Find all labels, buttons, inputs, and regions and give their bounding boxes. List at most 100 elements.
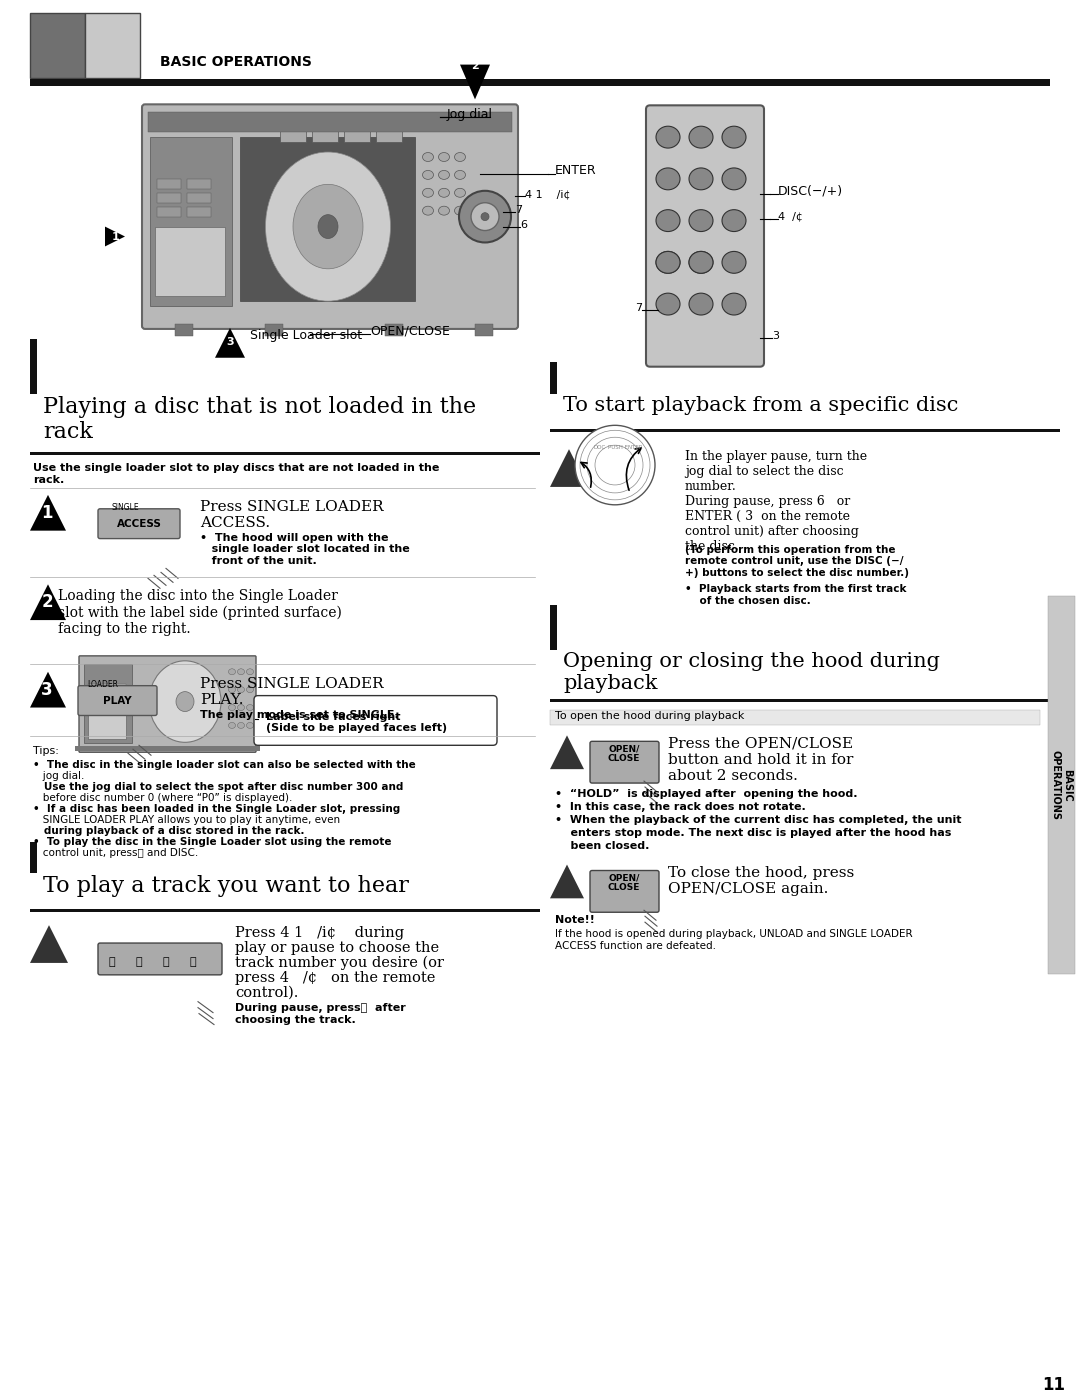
Ellipse shape	[656, 251, 680, 274]
Bar	[157, 193, 181, 203]
FancyBboxPatch shape	[78, 686, 157, 715]
Ellipse shape	[455, 189, 465, 197]
Ellipse shape	[246, 669, 254, 675]
Ellipse shape	[471, 203, 499, 231]
Text: jog dial.: jog dial.	[33, 771, 84, 781]
Bar	[30, 909, 540, 912]
Ellipse shape	[438, 152, 449, 162]
Ellipse shape	[238, 669, 244, 675]
Polygon shape	[30, 495, 66, 531]
Text: During pause, pressⓡ  after: During pause, pressⓡ after	[235, 1003, 406, 1013]
Ellipse shape	[293, 184, 363, 268]
Text: Use the single loader slot to play discs that are not loaded in the
rack.: Use the single loader slot to play discs…	[33, 462, 440, 485]
Text: Press SINGLE LOADER
PLAY.: Press SINGLE LOADER PLAY.	[200, 676, 383, 707]
Ellipse shape	[723, 293, 746, 314]
Text: Label side faces right
(Side to be played faces left): Label side faces right (Side to be playe…	[266, 711, 447, 733]
Text: DOC: DOC	[594, 446, 606, 450]
Polygon shape	[30, 584, 66, 620]
Text: ENTER: ENTER	[555, 165, 596, 177]
Text: 7: 7	[515, 205, 522, 215]
Text: 7: 7	[635, 303, 642, 313]
Polygon shape	[105, 226, 125, 246]
Text: ⏮: ⏮	[109, 957, 116, 967]
Text: •  Playback starts from the first track
    of the chosen disc.: • Playback starts from the first track o…	[685, 584, 906, 606]
Ellipse shape	[455, 207, 465, 215]
Text: 11: 11	[1042, 1376, 1065, 1394]
Text: Loading the disc into the Single Loader
slot with the label side (printed surfac: Loading the disc into the Single Loader …	[58, 590, 342, 636]
Ellipse shape	[238, 704, 244, 711]
Ellipse shape	[723, 126, 746, 148]
Ellipse shape	[723, 210, 746, 232]
Text: SINGLE: SINGLE	[111, 503, 139, 511]
Ellipse shape	[238, 722, 244, 728]
Bar	[30, 339, 37, 394]
Text: During pause, press 6   or
ENTER ( 3  on the remote
control unit) after choosing: During pause, press 6 or ENTER ( 3 on th…	[685, 495, 859, 553]
Text: Press SINGLE LOADER
ACCESS.: Press SINGLE LOADER ACCESS.	[200, 500, 383, 529]
Text: OPEN/CLOSE: OPEN/CLOSE	[370, 324, 450, 338]
Ellipse shape	[229, 687, 235, 693]
Bar	[550, 605, 557, 650]
Bar	[87, 683, 126, 696]
Bar	[30, 13, 85, 77]
Text: been closed.: been closed.	[555, 841, 649, 851]
Text: PUSH ENTER: PUSH ENTER	[608, 446, 643, 450]
Ellipse shape	[422, 189, 433, 197]
Text: 3: 3	[772, 331, 779, 341]
Ellipse shape	[246, 704, 254, 711]
Bar	[475, 324, 492, 335]
Text: press 4   /¢   on the remote: press 4 /¢ on the remote	[235, 971, 435, 985]
Bar	[85, 13, 140, 77]
Text: In the player pause, turn the
jog dial to select the disc
number.: In the player pause, turn the jog dial t…	[685, 450, 867, 493]
FancyBboxPatch shape	[141, 105, 518, 328]
Text: •  The disc in the single loader slot can also be selected with the: • The disc in the single loader slot can…	[33, 760, 416, 770]
FancyBboxPatch shape	[98, 943, 222, 975]
Ellipse shape	[229, 704, 235, 711]
Text: choosing the track.: choosing the track.	[235, 1014, 355, 1024]
Text: ACCESS: ACCESS	[117, 518, 161, 528]
Bar	[30, 78, 1050, 87]
Bar	[550, 429, 1059, 432]
Ellipse shape	[656, 168, 680, 190]
Polygon shape	[550, 450, 588, 488]
Bar	[156, 226, 225, 296]
Bar	[265, 324, 283, 335]
Ellipse shape	[723, 168, 746, 190]
Text: 4 1    /i¢: 4 1 /i¢	[525, 189, 570, 198]
Ellipse shape	[438, 189, 449, 197]
Text: 1: 1	[112, 232, 120, 242]
Ellipse shape	[689, 251, 713, 274]
Text: If the hood is opened during playback, UNLOAD and SINGLE LOADER
ACCESS function : If the hood is opened during playback, U…	[555, 929, 913, 951]
Text: Press 4 1   /i¢    during: Press 4 1 /i¢ during	[235, 926, 404, 940]
Bar	[175, 324, 193, 335]
Text: CLOSE: CLOSE	[608, 883, 640, 893]
Bar	[187, 179, 211, 189]
Text: The play mode is set to SINGLE.: The play mode is set to SINGLE.	[200, 710, 399, 719]
Bar	[187, 193, 211, 203]
Bar	[550, 710, 1040, 725]
Ellipse shape	[481, 212, 489, 221]
Ellipse shape	[656, 210, 680, 232]
Bar	[187, 207, 211, 217]
Text: 3: 3	[226, 337, 233, 346]
Polygon shape	[215, 328, 245, 358]
Text: track number you desire (or: track number you desire (or	[235, 956, 444, 971]
Text: control unit, pressⓡ and DISC.: control unit, pressⓡ and DISC.	[33, 848, 199, 858]
Bar	[87, 701, 126, 739]
Ellipse shape	[422, 152, 433, 162]
Bar	[75, 746, 260, 752]
Ellipse shape	[455, 152, 465, 162]
Ellipse shape	[246, 722, 254, 728]
Text: OPEN/: OPEN/	[608, 873, 639, 883]
Bar	[157, 207, 181, 217]
Text: ⏭: ⏭	[190, 957, 197, 967]
Bar	[312, 129, 338, 142]
Ellipse shape	[689, 210, 713, 232]
FancyBboxPatch shape	[254, 696, 497, 745]
Ellipse shape	[689, 126, 713, 148]
Bar	[384, 324, 403, 335]
Ellipse shape	[689, 168, 713, 190]
Text: 2: 2	[471, 60, 478, 71]
Text: Single Loader slot: Single Loader slot	[249, 330, 362, 342]
Ellipse shape	[438, 207, 449, 215]
Text: •  To play the disc in the Single Loader slot using the remote: • To play the disc in the Single Loader …	[33, 837, 391, 847]
